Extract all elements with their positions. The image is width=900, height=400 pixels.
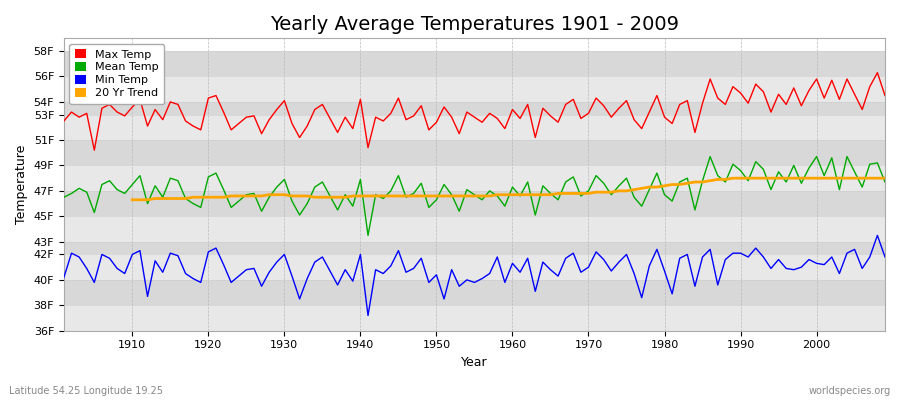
Legend: Max Temp, Mean Temp, Min Temp, 20 Yr Trend: Max Temp, Mean Temp, Min Temp, 20 Yr Tre…: [69, 44, 164, 104]
Bar: [64, 305, 885, 331]
Bar: [64, 280, 885, 305]
X-axis label: Year: Year: [461, 356, 488, 369]
Text: Latitude 54.25 Longitude 19.25: Latitude 54.25 Longitude 19.25: [9, 386, 163, 396]
Bar: [64, 76, 885, 102]
Bar: [64, 102, 885, 115]
Bar: [64, 140, 885, 166]
Bar: [64, 254, 885, 280]
Y-axis label: Temperature: Temperature: [15, 145, 28, 224]
Bar: [64, 51, 885, 76]
Bar: [64, 115, 885, 140]
Text: worldspecies.org: worldspecies.org: [809, 386, 891, 396]
Bar: [64, 166, 885, 191]
Title: Yearly Average Temperatures 1901 - 2009: Yearly Average Temperatures 1901 - 2009: [270, 15, 679, 34]
Bar: [64, 242, 885, 254]
Bar: [64, 191, 885, 216]
Bar: [64, 216, 885, 242]
